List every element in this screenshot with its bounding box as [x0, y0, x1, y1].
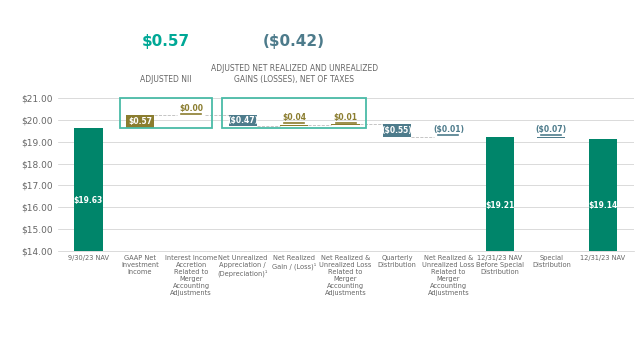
- Text: $19.63: $19.63: [74, 196, 103, 205]
- Bar: [486, 137, 514, 251]
- Bar: [228, 115, 257, 126]
- Text: ($0.01): ($0.01): [433, 125, 464, 134]
- Text: ($0.07): ($0.07): [536, 125, 567, 134]
- Text: $0.00: $0.00: [179, 104, 204, 113]
- Text: ADJUSTED NII: ADJUSTED NII: [140, 75, 191, 84]
- Text: ($0.47): ($0.47): [227, 116, 259, 125]
- Bar: [125, 115, 154, 128]
- Text: $0.57: $0.57: [128, 117, 152, 126]
- Bar: [383, 125, 411, 136]
- Text: $0.04: $0.04: [282, 113, 306, 122]
- Text: ($0.55): ($0.55): [381, 126, 412, 135]
- Text: $19.21: $19.21: [485, 201, 515, 210]
- Bar: [589, 139, 617, 251]
- Text: $0.01: $0.01: [333, 113, 358, 122]
- Bar: [74, 128, 102, 251]
- Text: ADJUSTED NET REALIZED AND UNREALIZED
GAINS (LOSSES), NET OF TAXES: ADJUSTED NET REALIZED AND UNREALIZED GAI…: [211, 64, 378, 84]
- Bar: [537, 137, 566, 138]
- Text: $19.14: $19.14: [588, 201, 618, 210]
- Bar: [280, 125, 308, 126]
- Text: $0.57: $0.57: [141, 34, 189, 49]
- Text: ($0.42): ($0.42): [263, 34, 325, 49]
